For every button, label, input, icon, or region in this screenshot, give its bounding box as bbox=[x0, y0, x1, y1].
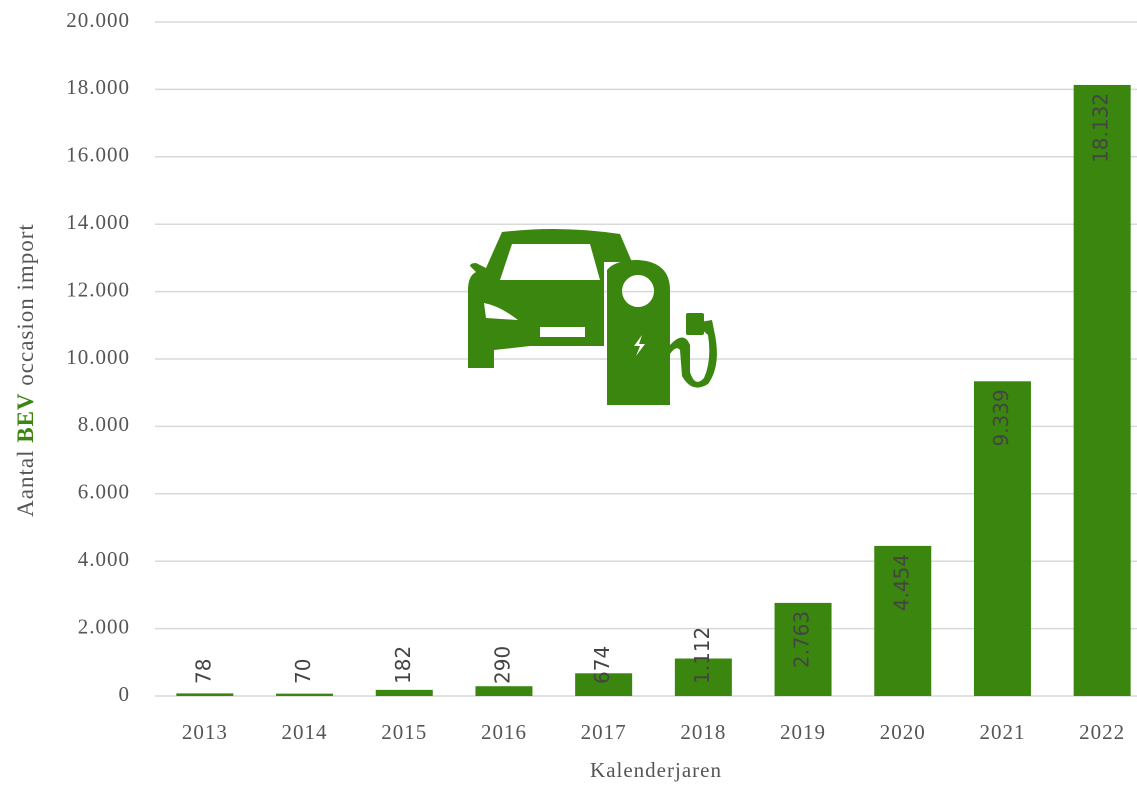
value-label: 4.454 bbox=[889, 554, 913, 611]
x-tick-label: 2014 bbox=[282, 720, 328, 744]
y-tick-label: 0 bbox=[119, 682, 131, 706]
value-label: 78 bbox=[191, 659, 215, 684]
bar bbox=[475, 686, 533, 696]
x-axis-label: Kalenderjaren bbox=[590, 758, 722, 782]
plot: 78 70 182 290 674 1.112 2.763 4.454 9.339 18.132 bbox=[176, 84, 1131, 696]
bar bbox=[375, 689, 433, 696]
y-tick-label: 14.000 bbox=[66, 210, 130, 234]
x-tick-label: 2016 bbox=[481, 720, 527, 744]
y-tick-label: 18.000 bbox=[66, 75, 130, 99]
ev-icon bbox=[468, 228, 717, 405]
y-tick-label: 12.000 bbox=[66, 277, 130, 301]
value-label: 2.763 bbox=[790, 611, 814, 668]
value-label: 70 bbox=[291, 659, 315, 684]
bar bbox=[674, 658, 732, 696]
y-tick-label: 2.000 bbox=[78, 614, 130, 638]
value-label: 674 bbox=[590, 646, 614, 684]
y-tick-label: 10.000 bbox=[66, 345, 130, 369]
y-tick-label: 6.000 bbox=[78, 480, 130, 504]
bar bbox=[774, 602, 832, 696]
bar bbox=[1073, 84, 1131, 696]
y-label-highlight: BEV bbox=[13, 392, 38, 442]
bar bbox=[575, 673, 633, 696]
x-tick-label: 2020 bbox=[880, 720, 926, 744]
y-axis-label: Aantal BEV occasion import bbox=[13, 223, 38, 517]
y-tick-label: 20.000 bbox=[66, 8, 130, 32]
x-tick-label: 2017 bbox=[581, 720, 627, 744]
value-label: 1.112 bbox=[690, 627, 714, 684]
value-label: 182 bbox=[391, 646, 415, 684]
y-label-part: Aantal bbox=[13, 450, 38, 517]
x-tick-label: 2021 bbox=[979, 720, 1025, 744]
x-tick-label: 2022 bbox=[1079, 720, 1125, 744]
bar bbox=[973, 381, 1031, 696]
x-tick-label: 2019 bbox=[780, 720, 826, 744]
y-tick-label: 4.000 bbox=[78, 547, 130, 571]
bar bbox=[874, 545, 932, 696]
y-label-part: occasion import bbox=[13, 223, 38, 386]
bar bbox=[276, 693, 334, 696]
y-tick-label: 8.000 bbox=[78, 412, 130, 436]
value-label: 9.339 bbox=[989, 389, 1013, 446]
value-label: 290 bbox=[490, 646, 514, 684]
x-tick-label: 2018 bbox=[680, 720, 726, 744]
x-tick-label: 2013 bbox=[182, 720, 228, 744]
y-tick-label: 16.000 bbox=[66, 143, 130, 167]
bar bbox=[176, 693, 234, 696]
value-label: 18.132 bbox=[1089, 93, 1113, 163]
x-tick-label: 2015 bbox=[381, 720, 427, 744]
